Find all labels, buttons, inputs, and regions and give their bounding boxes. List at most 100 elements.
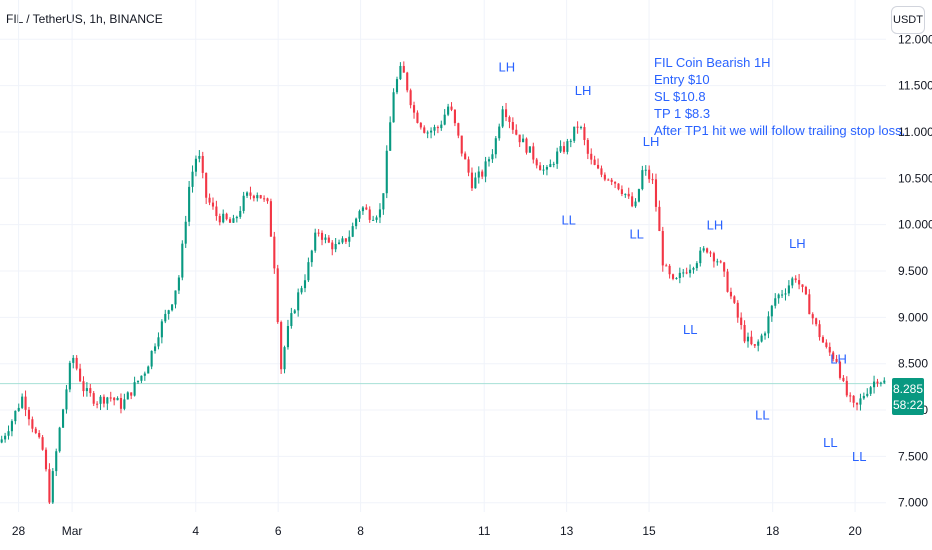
- candle-body: [460, 135, 463, 154]
- candle-body: [535, 159, 538, 166]
- candle-body: [102, 396, 105, 404]
- candle-body: [532, 146, 535, 160]
- candle-body: [334, 243, 337, 250]
- candle-body: [733, 296, 736, 303]
- candle-body: [740, 317, 743, 325]
- x-tick-label: 15: [642, 524, 656, 538]
- candle-body: [205, 172, 208, 198]
- candle-body: [4, 435, 7, 440]
- candle-body: [133, 382, 136, 396]
- pivot-label-ll: LL: [755, 407, 769, 422]
- candle-body: [596, 164, 600, 169]
- pivot-label-lh: LH: [575, 83, 592, 98]
- candle-body: [17, 407, 20, 411]
- candle-body: [859, 398, 862, 405]
- candle-body: [375, 217, 378, 220]
- x-tick-label: 8: [357, 524, 364, 538]
- candle-body: [504, 109, 508, 118]
- candle-body: [808, 294, 811, 315]
- candle-body: [702, 248, 705, 251]
- candle-body: [96, 403, 99, 405]
- candle-body: [344, 238, 347, 242]
- candle-body: [113, 397, 116, 401]
- candle-body: [89, 388, 92, 394]
- candle-body: [116, 397, 119, 401]
- candle-body: [215, 206, 218, 217]
- candle-body: [801, 284, 804, 287]
- candle-body: [280, 322, 283, 370]
- candle-body: [818, 324, 821, 338]
- candle-body: [545, 167, 548, 170]
- candle-body: [518, 134, 521, 143]
- candle-body: [147, 366, 150, 374]
- candle-body: [855, 402, 859, 405]
- candle-body: [320, 232, 324, 240]
- candle-body: [355, 218, 358, 227]
- candle-body: [140, 375, 143, 381]
- candle-body: [392, 92, 395, 123]
- candle-body: [467, 159, 470, 173]
- candle-body: [263, 198, 266, 200]
- candle-body: [239, 210, 242, 217]
- x-tick-label: 4: [192, 524, 199, 538]
- candle-body: [610, 179, 613, 182]
- candle-body: [419, 122, 422, 128]
- candle-body: [385, 150, 388, 194]
- candle-body: [828, 346, 831, 353]
- candle-body: [378, 209, 382, 218]
- candle-body: [41, 437, 44, 450]
- note-line-entry: Entry $10: [654, 72, 710, 87]
- y-tick-label: 11.500: [898, 79, 932, 93]
- candle-body: [494, 138, 497, 155]
- candle-body: [746, 336, 750, 342]
- candle-body: [31, 419, 34, 429]
- pivot-label-ll: LL: [561, 213, 575, 228]
- y-tick-label: 8.500: [898, 357, 928, 371]
- x-axis: 28 Mar 4 6 8 11 13 15 18 20: [12, 524, 862, 538]
- candle-body: [24, 396, 27, 410]
- candle-body: [273, 236, 276, 269]
- pivot-label-ll: LL: [683, 322, 697, 337]
- candle-body: [177, 277, 180, 291]
- candle-body: [798, 280, 801, 285]
- candle-body: [539, 165, 542, 171]
- candle-body: [522, 138, 525, 143]
- y-tick-label: 11.000: [898, 125, 932, 139]
- candle-body: [34, 428, 37, 433]
- candle-body: [464, 153, 467, 160]
- candle-body: [218, 216, 221, 223]
- candle-body: [426, 132, 429, 134]
- currency-button[interactable]: USDT: [891, 6, 925, 34]
- candle-body: [361, 207, 364, 212]
- candle-body: [763, 333, 767, 336]
- candle-body: [92, 393, 95, 404]
- candle-body: [501, 109, 504, 127]
- candle-body: [406, 72, 409, 91]
- candle-body: [310, 250, 313, 263]
- y-tick-label: 10.500: [898, 171, 932, 185]
- candle-body: [671, 274, 675, 279]
- candle-body: [654, 179, 658, 207]
- candle-body: [232, 218, 235, 223]
- note-line-title: FIL Coin Bearish 1H: [654, 55, 771, 70]
- candle-body: [883, 380, 886, 383]
- candle-body: [395, 79, 399, 93]
- candle-body: [14, 410, 17, 422]
- candle-body: [682, 272, 685, 274]
- candle-body: [365, 207, 368, 210]
- y-tick-label: 9.000: [898, 310, 928, 324]
- candle-body: [873, 381, 876, 388]
- candle-body: [876, 381, 879, 384]
- candle-body: [222, 213, 225, 223]
- candle-body: [484, 161, 487, 177]
- candle-body: [21, 396, 24, 408]
- candle-body: [443, 114, 446, 125]
- candle-body: [767, 316, 770, 334]
- candle-body: [307, 262, 310, 281]
- candle-body: [61, 409, 65, 428]
- candle-body: [314, 232, 317, 251]
- candle-body: [845, 380, 848, 396]
- candle-body: [603, 174, 606, 180]
- candle-body: [562, 146, 566, 152]
